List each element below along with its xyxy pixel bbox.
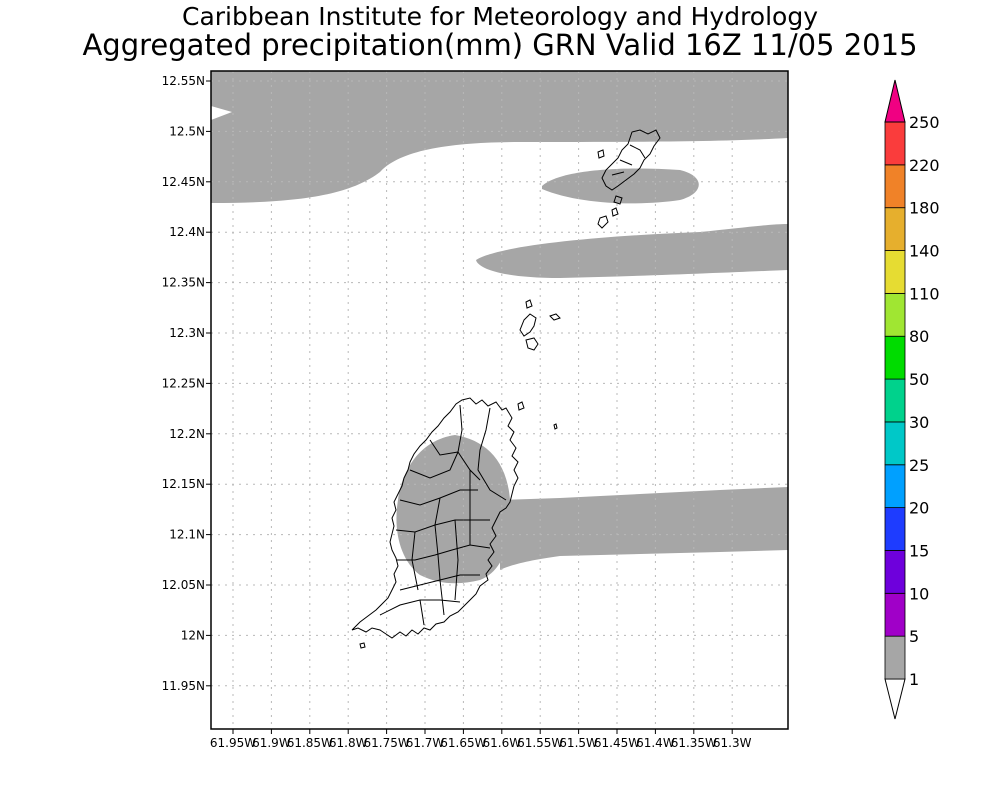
islet-1 [597, 215, 609, 229]
lon-tick-label: 61.5W [559, 736, 598, 750]
legend-color-segment [884, 164, 906, 209]
chart-title-product: Aggregated precipitation(mm) GRN Valid 1… [82, 28, 918, 62]
legend-color-segment [884, 592, 906, 637]
legend-color-segment [884, 292, 906, 337]
latitude-axis: 12.55N 12.5N 12.45N 12.4N 12.35N 12.3N 12.25N 1… [162, 74, 211, 693]
legend-over-arrow [884, 79, 906, 123]
lon-tick-label: 61.35W [671, 736, 717, 750]
lat-tick-label: 12.45N [162, 175, 205, 189]
islet-11 [359, 642, 366, 649]
legend-level-label: 1 [909, 670, 919, 689]
legend-level-label: 180 [909, 199, 940, 218]
legend-color-segment [884, 464, 906, 509]
lat-tick-label: 12N [181, 628, 205, 642]
islet-7 [525, 299, 533, 309]
grenada-parish-lines [379, 404, 507, 626]
lat-tick-label: 12.1N [169, 528, 205, 542]
legend-level-label: 220 [909, 156, 940, 175]
lat-tick-label: 12.5N [169, 124, 205, 138]
legend-color-segment [884, 550, 906, 594]
legend-level-label: 140 [909, 242, 940, 261]
lon-tick-label: 61.9W [252, 736, 291, 750]
islet-2 [611, 207, 619, 217]
legend-level-label: 15 [909, 541, 929, 560]
lon-tick-label: 61.45W [594, 736, 640, 750]
chart-title-institute: Caribbean Institute for Meteorology and … [182, 2, 818, 31]
lon-tick-label: 61.95W [210, 736, 256, 750]
carriacou-interior [611, 144, 646, 176]
legend-level-label: 30 [909, 413, 929, 432]
precip-area-grenada [396, 435, 511, 584]
lat-tick-label: 12.2N [169, 427, 205, 441]
precip-area-north [211, 71, 788, 203]
legend-color-segment [884, 207, 906, 251]
longitude-axis: 61.95W61.9W61.85W61.8W61.75W61.7W61.65W6… [210, 729, 752, 750]
lat-tick-label: 11.95N [162, 679, 205, 693]
legend-color-segment [884, 507, 906, 551]
legend-level-label: 110 [909, 284, 940, 303]
islet-9 [517, 401, 525, 411]
precip-area-carriacou [542, 168, 699, 204]
grenada-coastline [351, 397, 519, 639]
islet-4 [597, 149, 605, 159]
lat-tick-label: 12.3N [169, 326, 205, 340]
lat-tick-label: 12.4N [169, 225, 205, 239]
legend-color-segment [884, 421, 906, 466]
islet-6 [525, 337, 539, 351]
lon-tick-label: 61.8W [329, 736, 368, 750]
lon-tick-label: 61.3W [713, 736, 752, 750]
legend-level-label: 80 [909, 327, 929, 346]
lon-tick-label: 61.75W [363, 736, 409, 750]
legend-level-label: 5 [909, 627, 919, 646]
precip-area-middle-band [476, 224, 788, 278]
lat-tick-label: 12.55N [162, 74, 205, 88]
islet-8 [549, 313, 561, 321]
lon-tick-label: 61.65W [440, 736, 486, 750]
islet-10 [553, 423, 558, 430]
lat-tick-label: 12.35N [162, 276, 205, 290]
precipitation-shading [211, 71, 788, 584]
islands [351, 129, 661, 649]
lat-tick-label: 12.15N [162, 477, 205, 491]
lon-tick-label: 61.85W [287, 736, 333, 750]
map-frame [210, 70, 789, 730]
legend-color-segment [884, 635, 906, 680]
legend-level-label: 25 [909, 456, 929, 475]
legend-level-label: 20 [909, 499, 929, 518]
lon-tick-label: 61.4W [636, 736, 675, 750]
carriacou-coastline [601, 129, 661, 191]
lat-tick-label: 12.25N [162, 376, 205, 390]
legend-level-label: 50 [909, 370, 929, 389]
lon-tick-label: 61.55W [517, 736, 563, 750]
lon-tick-label: 61.6W [483, 736, 522, 750]
legend-under-arrow [884, 678, 906, 720]
legend-level-label: 250 [909, 113, 940, 132]
legend-color-segment [884, 121, 906, 166]
lat-tick-label: 12.05N [162, 578, 205, 592]
legend-level-label: 10 [909, 584, 929, 603]
lon-tick-label: 61.7W [406, 736, 445, 750]
islet-3 [613, 195, 623, 205]
legend-color-segment [884, 335, 906, 380]
islet-5 [519, 313, 537, 337]
legend-color-segment [884, 250, 906, 294]
precip-area-grenada-east-band [500, 487, 788, 570]
legend-color-segment [884, 378, 906, 423]
